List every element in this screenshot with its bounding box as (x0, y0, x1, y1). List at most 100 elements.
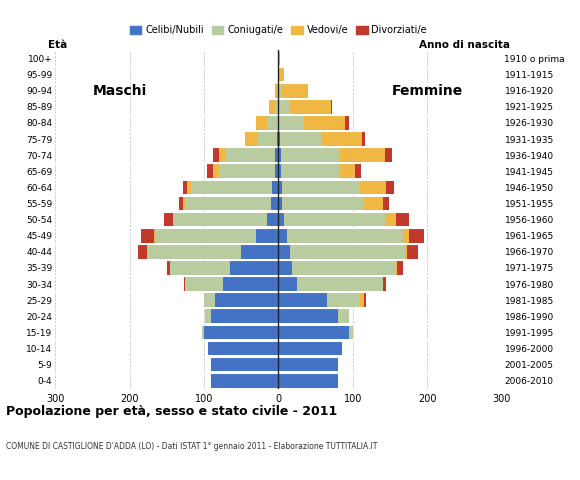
Text: Maschi: Maschi (92, 84, 147, 98)
Bar (278, 229, 287, 242)
Bar (364, 293, 366, 307)
Bar (385, 148, 392, 162)
Bar (278, 100, 289, 114)
Bar (280, 132, 321, 146)
Bar (245, 132, 258, 146)
Bar (281, 148, 340, 162)
Bar (278, 358, 338, 372)
Bar (340, 148, 385, 162)
Bar (278, 293, 327, 307)
Bar (278, 261, 292, 275)
Bar (345, 116, 349, 130)
Bar (278, 52, 280, 65)
Bar (275, 165, 278, 178)
Bar (396, 261, 397, 275)
Bar (278, 116, 304, 130)
Bar (362, 132, 365, 146)
Text: Popolazione per età, sesso e stato civile - 2011: Popolazione per età, sesso e stato civil… (6, 405, 337, 418)
Bar (278, 342, 342, 355)
Bar (204, 325, 278, 339)
Bar (267, 213, 278, 227)
Bar (278, 277, 297, 291)
Bar (187, 180, 191, 194)
Bar (219, 148, 226, 162)
Legend: Celibi/Nubili, Coniugati/e, Vedovi/e, Divorziati/e: Celibi/Nubili, Coniugati/e, Vedovi/e, Di… (126, 22, 431, 39)
Bar (282, 84, 308, 97)
Bar (186, 277, 223, 291)
Bar (278, 213, 284, 227)
Bar (321, 132, 362, 146)
Bar (360, 180, 386, 194)
Bar (174, 213, 267, 227)
Bar (141, 229, 154, 242)
Bar (277, 132, 278, 146)
Bar (164, 213, 173, 227)
Bar (215, 293, 278, 307)
Bar (147, 245, 148, 259)
Bar (211, 310, 278, 323)
Bar (280, 68, 284, 82)
Bar (278, 245, 289, 259)
Bar (338, 310, 349, 323)
Bar (349, 325, 353, 339)
Bar (297, 277, 383, 291)
Text: Femmine: Femmine (392, 84, 463, 98)
Bar (278, 325, 349, 339)
Bar (282, 197, 364, 210)
Bar (154, 229, 155, 242)
Bar (275, 100, 278, 114)
Bar (405, 245, 407, 259)
Bar (277, 84, 278, 97)
Bar (211, 358, 278, 372)
Bar (205, 310, 211, 323)
Bar (173, 213, 174, 227)
Bar (287, 229, 403, 242)
Bar (256, 229, 278, 242)
Bar (186, 197, 271, 210)
Bar (278, 84, 282, 97)
Bar (403, 229, 409, 242)
Bar (331, 100, 332, 114)
Bar (360, 293, 364, 307)
Bar (281, 165, 340, 178)
Bar (241, 245, 278, 259)
Bar (289, 245, 405, 259)
Bar (183, 180, 187, 194)
Bar (275, 148, 278, 162)
Bar (155, 229, 256, 242)
Bar (383, 197, 389, 210)
Bar (409, 229, 423, 242)
Bar (230, 261, 278, 275)
Bar (278, 180, 282, 194)
Bar (166, 261, 171, 275)
Bar (258, 132, 277, 146)
Bar (284, 213, 385, 227)
Bar (278, 374, 338, 387)
Bar (191, 180, 273, 194)
Bar (273, 180, 278, 194)
Bar (171, 261, 230, 275)
Bar (183, 197, 186, 210)
Bar (207, 165, 213, 178)
Bar (292, 261, 396, 275)
Bar (407, 245, 418, 259)
Bar (213, 148, 219, 162)
Bar (386, 180, 394, 194)
Bar (223, 277, 278, 291)
Bar (278, 132, 280, 146)
Bar (278, 197, 282, 210)
Bar (213, 165, 219, 178)
Bar (278, 148, 281, 162)
Bar (278, 165, 281, 178)
Bar (208, 342, 278, 355)
Bar (282, 180, 360, 194)
Bar (204, 293, 215, 307)
Bar (271, 197, 278, 210)
Bar (276, 84, 277, 97)
Bar (219, 165, 275, 178)
Bar (383, 277, 386, 291)
Bar (139, 245, 147, 259)
Bar (256, 116, 267, 130)
Bar (278, 310, 338, 323)
Bar (267, 116, 278, 130)
